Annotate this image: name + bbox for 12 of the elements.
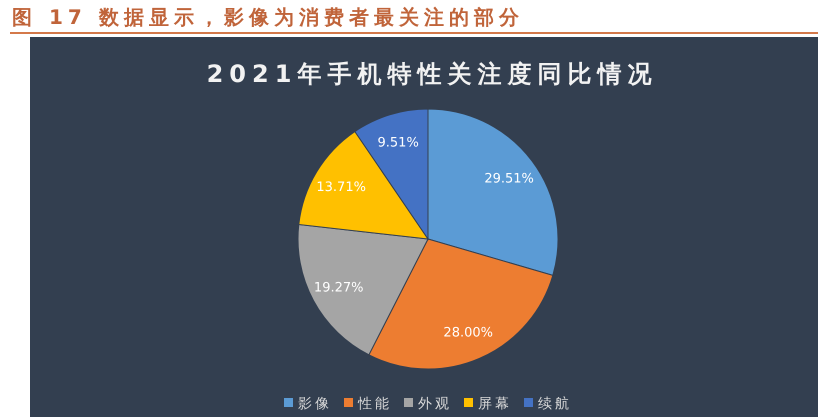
data-label: 9.51%: [378, 136, 419, 151]
legend-label: 性能: [357, 396, 392, 412]
legend-label: 续航: [538, 396, 572, 412]
caption: 图 17 数据显示，影像为消费者最关注的部分: [12, 5, 524, 29]
data-label: 28.00%: [443, 326, 493, 341]
data-label: 19.27%: [314, 280, 364, 296]
legend-label: 屏幕: [478, 396, 512, 412]
legend-label: 影像: [298, 396, 332, 412]
chart-title: 2021年手机特性关注度同比情况: [206, 60, 658, 88]
data-label: 13.71%: [316, 180, 366, 196]
legend-label: 外观: [418, 396, 452, 412]
data-label: 29.51%: [484, 172, 534, 187]
